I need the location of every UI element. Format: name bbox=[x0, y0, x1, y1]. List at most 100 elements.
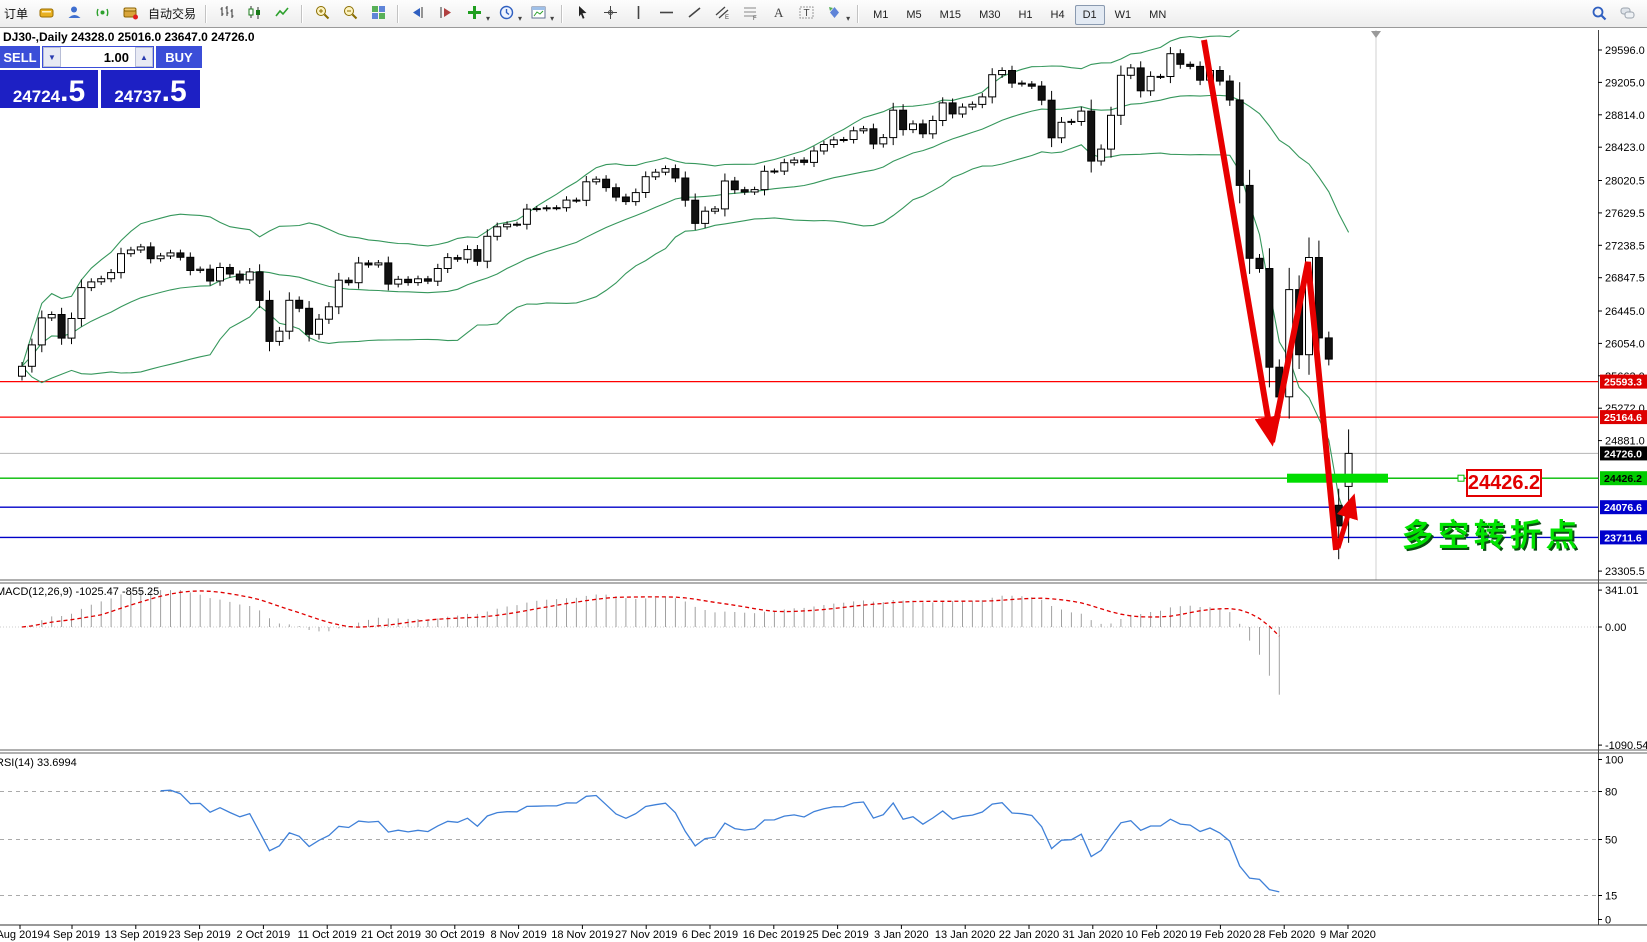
search-icon[interactable] bbox=[1587, 2, 1611, 24]
price-callout-box[interactable]: 24426.2 bbox=[1466, 469, 1542, 497]
toolbar-separator bbox=[301, 4, 304, 23]
templates-icon[interactable] bbox=[526, 1, 550, 23]
timeframe-w1-button[interactable]: W1 bbox=[1114, 8, 1132, 21]
periods-icon[interactable] bbox=[494, 1, 518, 23]
chat-icon[interactable] bbox=[1615, 2, 1639, 24]
volume-decrease-button[interactable]: ▼ bbox=[43, 47, 61, 67]
tile-windows-icon[interactable] bbox=[366, 1, 390, 23]
svg-text:30 Oct 2019: 30 Oct 2019 bbox=[425, 929, 485, 941]
svg-text:18 Nov 2019: 18 Nov 2019 bbox=[551, 929, 613, 941]
crosshair-icon[interactable] bbox=[598, 1, 622, 23]
toolbar-separator bbox=[205, 4, 208, 23]
vertical-line-icon[interactable] bbox=[626, 1, 650, 23]
profile-icon[interactable] bbox=[62, 1, 86, 23]
svg-text:100: 100 bbox=[1605, 755, 1623, 767]
timeframe-h1-button[interactable]: H1 bbox=[1018, 8, 1033, 21]
line-chart-icon[interactable] bbox=[270, 1, 294, 23]
svg-text:24426.2: 24426.2 bbox=[1604, 473, 1642, 485]
svg-text:28814.0: 28814.0 bbox=[1605, 110, 1645, 122]
svg-text:29596.0: 29596.0 bbox=[1605, 45, 1645, 57]
sell-button[interactable]: SELL bbox=[0, 46, 40, 68]
channel-icon[interactable]: E bbox=[710, 1, 734, 23]
svg-text:27 Nov 2019: 27 Nov 2019 bbox=[615, 929, 677, 941]
chart-title: DJ30-,Daily 24328.0 25016.0 23647.0 2472… bbox=[3, 30, 255, 44]
timeframe-m1-button[interactable]: M1 bbox=[873, 8, 889, 21]
autotrade-label[interactable]: 自动交易 bbox=[148, 7, 197, 21]
timeframe-mn-button[interactable]: MN bbox=[1149, 8, 1167, 21]
svg-text:22 Jan 2020: 22 Jan 2020 bbox=[999, 929, 1060, 941]
svg-text:-1090.54: -1090.54 bbox=[1605, 740, 1647, 752]
timeframe-m5-button[interactable]: M5 bbox=[906, 8, 922, 21]
svg-text:80: 80 bbox=[1605, 787, 1617, 799]
text-icon[interactable]: A bbox=[766, 1, 790, 23]
timeframe-h4-button[interactable]: H4 bbox=[1050, 8, 1065, 21]
svg-text:4 Sep 2019: 4 Sep 2019 bbox=[44, 929, 100, 941]
horizontal-line-icon[interactable] bbox=[654, 1, 678, 23]
signal-icon[interactable] bbox=[90, 1, 114, 23]
timeframe-m30-button[interactable]: M30 bbox=[979, 8, 1001, 21]
timeframe-m15-button[interactable]: M15 bbox=[939, 8, 962, 21]
auto-scroll-icon[interactable] bbox=[406, 1, 430, 23]
sell-price-frac: .5 bbox=[60, 75, 86, 108]
new-order-icon[interactable] bbox=[34, 1, 58, 23]
svg-text:0: 0 bbox=[1605, 915, 1611, 927]
trendline-icon[interactable] bbox=[682, 1, 706, 23]
svg-text:29205.0: 29205.0 bbox=[1605, 77, 1645, 89]
buy-price-display[interactable]: 24737.5 bbox=[101, 70, 200, 108]
svg-text:E: E bbox=[725, 15, 729, 21]
svg-text:25593.3: 25593.3 bbox=[1604, 377, 1642, 389]
sell-price-int: 24724 bbox=[12, 87, 61, 106]
svg-text:8 Nov 2019: 8 Nov 2019 bbox=[490, 929, 546, 941]
svg-text:A: A bbox=[774, 5, 784, 20]
svg-text:Aug 2019: Aug 2019 bbox=[0, 929, 44, 941]
volume-input[interactable]: 1.00 bbox=[103, 49, 129, 65]
svg-text:T: T bbox=[803, 8, 809, 19]
bar-chart-icon[interactable] bbox=[214, 1, 238, 23]
volume-increase-button[interactable]: ▲ bbox=[135, 47, 153, 67]
svg-text:31 Jan 2020: 31 Jan 2020 bbox=[1063, 929, 1124, 941]
sell-price-display[interactable]: 24724.5 bbox=[0, 70, 98, 108]
svg-text:6 Dec 2019: 6 Dec 2019 bbox=[682, 929, 738, 941]
zoom-in-icon[interactable] bbox=[310, 1, 334, 23]
svg-text:26445.0: 26445.0 bbox=[1605, 306, 1645, 318]
svg-text:24726.0: 24726.0 bbox=[1604, 448, 1642, 460]
svg-text:24881.0: 24881.0 bbox=[1605, 436, 1645, 448]
svg-text:0.00: 0.00 bbox=[1605, 622, 1626, 634]
cursor-icon[interactable] bbox=[570, 1, 594, 23]
autotrade-icon[interactable] bbox=[118, 1, 142, 23]
svg-text:25164.6: 25164.6 bbox=[1604, 412, 1642, 424]
svg-text:9 Mar 2020: 9 Mar 2020 bbox=[1320, 929, 1376, 941]
one-click-trading-panel: SELL ▼ 1.00 ▲ BUY 24724.5 24737.5 bbox=[0, 46, 202, 108]
candlestick-chart-icon[interactable] bbox=[242, 1, 266, 23]
fibonacci-icon[interactable]: F bbox=[738, 1, 762, 23]
timeframe-d1-button[interactable]: D1 bbox=[1074, 4, 1105, 25]
macd-indicator-label: MACD(12,26,9) -1025.47 -855.25 bbox=[0, 586, 160, 598]
svg-text:27238.5: 27238.5 bbox=[1605, 240, 1645, 252]
buy-price-frac: .5 bbox=[161, 75, 187, 108]
shapes-icon[interactable] bbox=[822, 1, 846, 23]
svg-text:23711.6: 23711.6 bbox=[1604, 532, 1642, 544]
svg-text:16 Dec 2019: 16 Dec 2019 bbox=[743, 929, 805, 941]
main-toolbar: 订单 自动交易 ▾ ▾ ▾ E F A T ▾ M1 M5 M15 M30 H1 H4 D1 W1 MN bbox=[0, 0, 1647, 28]
svg-text:27629.5: 27629.5 bbox=[1605, 208, 1645, 220]
buy-button[interactable]: BUY bbox=[156, 46, 202, 68]
chart-shift-icon[interactable] bbox=[434, 1, 458, 23]
svg-text:23 Sep 2019: 23 Sep 2019 bbox=[168, 929, 230, 941]
svg-text:23305.5: 23305.5 bbox=[1605, 566, 1645, 578]
indicators-icon[interactable] bbox=[462, 1, 486, 23]
text-label-icon[interactable]: T bbox=[794, 1, 818, 23]
svg-text:10 Feb 2020: 10 Feb 2020 bbox=[1126, 929, 1188, 941]
toolbar-separator bbox=[561, 4, 564, 23]
indicators-dropdown-caret[interactable]: ▾ bbox=[486, 13, 491, 23]
zoom-out-icon[interactable] bbox=[338, 1, 362, 23]
shapes-dropdown-caret[interactable]: ▾ bbox=[846, 13, 851, 23]
svg-text:11 Oct 2019: 11 Oct 2019 bbox=[298, 929, 357, 941]
periods-dropdown-caret[interactable]: ▾ bbox=[518, 13, 523, 23]
order-menu-label[interactable]: 订单 bbox=[4, 7, 29, 21]
svg-text:341.01: 341.01 bbox=[1605, 585, 1639, 597]
templates-dropdown-caret[interactable]: ▾ bbox=[550, 13, 555, 23]
buy-price-int: 24737 bbox=[114, 87, 162, 106]
svg-text:28 Feb 2020: 28 Feb 2020 bbox=[1253, 929, 1315, 941]
